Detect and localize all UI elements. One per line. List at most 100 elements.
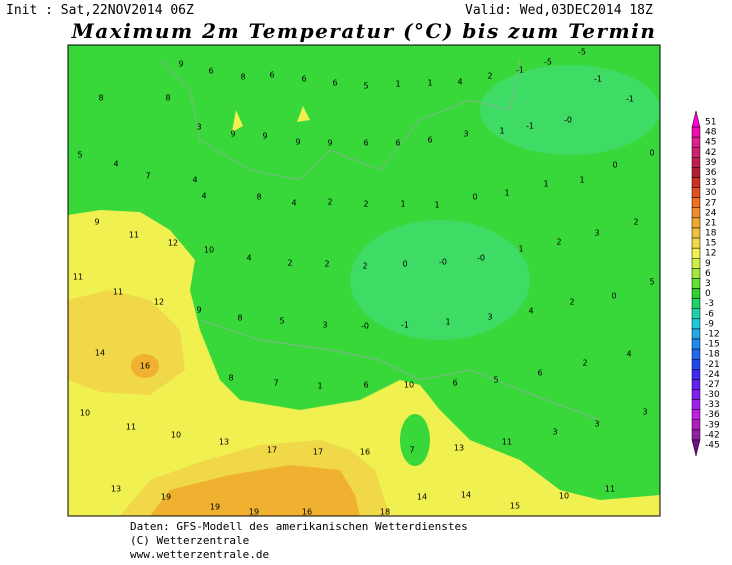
colorbar-label: -9 — [705, 319, 714, 329]
colorbar-label: -30 — [705, 390, 720, 400]
map-value: 5 — [649, 278, 654, 287]
map-value: 17 — [313, 448, 323, 457]
map-value: 10 — [559, 492, 569, 501]
colorbar-cell — [691, 288, 701, 299]
map-value: 2 — [556, 238, 561, 247]
colorbar-cell — [691, 318, 701, 330]
colorbar-cell — [691, 369, 701, 380]
colorbar-cap — [691, 110, 701, 128]
map-title: Maximum 2m Temperatur (°C) bis zum Termi… — [71, 19, 657, 43]
map-value: 1 — [427, 79, 432, 88]
map-value: 4 — [113, 160, 118, 169]
footer-line: (C) Wetterzentrale — [130, 534, 249, 547]
map-value: 4 — [291, 199, 296, 208]
map-value: 6 — [332, 79, 337, 88]
colorbar-cell — [691, 136, 701, 148]
map-value: 16 — [360, 448, 370, 457]
colorbar-label: -27 — [705, 380, 720, 390]
hot-area — [150, 465, 360, 516]
map-value: -0 — [439, 258, 447, 267]
colorbar-label: 21 — [705, 218, 716, 228]
map-value: 5 — [363, 82, 368, 91]
map-value: 2 — [569, 298, 574, 307]
colorbar-label: -15 — [705, 340, 720, 350]
map-value: 6 — [363, 381, 368, 390]
map-value: 6 — [269, 71, 274, 80]
map-value: 3 — [642, 408, 647, 417]
map-value: 10 — [171, 431, 181, 440]
map-value: -1 — [516, 66, 524, 75]
map-value: 16 — [140, 362, 150, 371]
map-value: 4 — [626, 350, 631, 359]
map-value: 1 — [504, 189, 509, 198]
map-value: 10 — [80, 409, 90, 418]
map-value: 3 — [594, 229, 599, 238]
map-value: 1 — [518, 245, 523, 254]
map-value: -5 — [544, 58, 552, 67]
colorbar-label: -18 — [705, 350, 720, 360]
colorbar-cell — [691, 207, 701, 219]
map-frame — [67, 44, 661, 517]
map-value: 1 — [434, 201, 439, 210]
colorbar-label: 6 — [705, 269, 711, 279]
map-value: 3 — [196, 123, 201, 132]
colorbar-label: 9 — [705, 259, 711, 269]
map-value: 0 — [402, 260, 407, 269]
map-value: 2 — [327, 198, 332, 207]
colorbar-cell — [691, 157, 701, 168]
footer-line: www.wetterzentrale.de — [130, 548, 269, 561]
colorbar-cell — [691, 258, 701, 269]
map-value: -1 — [401, 321, 409, 330]
map-value: 2 — [487, 72, 492, 81]
colorbar-cell — [691, 308, 701, 320]
colorbar-label: 48 — [705, 128, 717, 138]
map-value: 9 — [178, 60, 183, 69]
map-value: 6 — [537, 369, 542, 378]
colorbar-cell — [691, 197, 701, 209]
map-value: 9 — [230, 130, 235, 139]
warm-area — [232, 110, 243, 132]
map-value: 12 — [168, 239, 178, 248]
map-value: 15 — [510, 502, 520, 511]
colorbar-label: -12 — [705, 329, 720, 339]
map-value: 5 — [493, 376, 498, 385]
map-value: 6 — [208, 67, 213, 76]
warm-area — [297, 106, 310, 122]
map-value: 19 — [210, 503, 220, 512]
colorbar-label: -45 — [705, 441, 720, 451]
map-value: 17 — [267, 446, 277, 455]
map-value: 11 — [129, 231, 139, 240]
map-value: 1 — [543, 180, 548, 189]
map-value: -0 — [477, 254, 485, 263]
colorbar-cell — [691, 227, 701, 239]
map-value: 14 — [461, 491, 471, 500]
colorbar-label: 33 — [705, 178, 716, 188]
colorbar-cell — [691, 217, 701, 229]
map-value: 13 — [111, 485, 121, 494]
map-labels: 968 6 6 6 5 1 1 42-1-5-5-1-18 839 99 9 6 6 63 1-1-0547… — [73, 48, 655, 517]
colorbar-label: 15 — [705, 239, 716, 249]
colorbar-cell — [691, 348, 701, 360]
warm-area — [68, 210, 660, 516]
init-time: Init : Sat,22NOV2014 06Z — [6, 3, 194, 18]
colorbar-label: -33 — [705, 400, 720, 410]
map-value: 18 — [380, 508, 390, 517]
cool-area — [400, 414, 430, 466]
map-value: -0 — [564, 116, 572, 125]
map-value: -0 — [361, 322, 369, 331]
colorbar-cell — [691, 389, 701, 400]
map-value: 2 — [363, 200, 368, 209]
colorbar-label: -42 — [705, 430, 720, 440]
valid-time: Valid: Wed,03DEC2014 18Z — [465, 3, 653, 18]
colorbar-cell — [691, 268, 701, 279]
map-value: 11 — [502, 438, 512, 447]
colorbar-label: 27 — [705, 198, 716, 208]
map-value: 9 — [327, 139, 332, 148]
map-value: 7 — [409, 446, 414, 455]
map-value: -5 — [578, 48, 586, 57]
footer-line: Daten: GFS-Modell des amerikanischen Wet… — [130, 520, 468, 533]
map-value: 1 — [579, 176, 584, 185]
map-value: 14 — [95, 349, 105, 358]
map-value: 19 — [249, 508, 259, 517]
